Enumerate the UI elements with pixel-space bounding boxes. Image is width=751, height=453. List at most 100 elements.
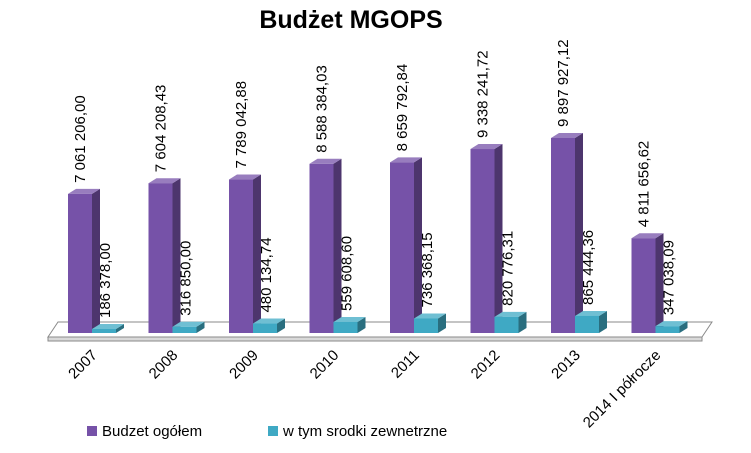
category-label-3: 2010	[307, 347, 343, 383]
value-label-total-5: 9 338 241,72	[475, 50, 492, 138]
bar-total-2013-front	[551, 138, 575, 333]
bar-external-2010-front	[333, 321, 358, 333]
bar-external-2008-top	[172, 321, 205, 327]
floor-plane	[47, 321, 713, 338]
bar-total-2009-side	[253, 174, 261, 333]
bar-external-2009-front	[253, 323, 277, 333]
bar-total-2009	[229, 174, 261, 333]
bar-external-2007-front	[92, 329, 116, 333]
bar-total-2012-top	[470, 144, 503, 150]
legend-swatch-total	[87, 426, 97, 436]
bar-external-2012-top	[494, 311, 527, 317]
value-label-total-3: 8 588 384,03	[314, 65, 331, 153]
bar-total-2010-top	[309, 158, 342, 164]
bar-total-2011-front	[390, 162, 414, 333]
bar-external-2007-side	[116, 324, 124, 333]
value-label-external-3: 559 608,60	[339, 236, 356, 311]
bar-total-2007-top	[68, 188, 100, 194]
category-label-0: 2007	[65, 347, 101, 383]
bar-total-2010-front	[309, 163, 334, 333]
category-label-6: 2013	[548, 347, 584, 383]
bar-total-2009-top	[229, 174, 261, 180]
floor-edge	[47, 336, 703, 342]
category-label-1: 2008	[146, 347, 182, 383]
bar-external-2013-top	[575, 310, 607, 316]
bar-total-2011-top	[390, 157, 422, 163]
bar-external-2008-side	[196, 321, 205, 333]
bar-total-2008-side	[172, 178, 181, 333]
bar-total-2012-front	[470, 149, 495, 333]
bar-external-2009-side	[277, 318, 285, 333]
bar-external-2007-top	[92, 324, 124, 329]
bar-external-2013-front	[575, 315, 599, 333]
value-label-external-5: 820 776,31	[500, 231, 517, 306]
bar-external-2013-side	[599, 310, 607, 333]
value-label-total-7: 4 811 656,62	[636, 141, 653, 227]
bar-external-2010	[333, 316, 366, 333]
chart-title: Budżet MGOPS	[259, 6, 442, 34]
value-label-external-4: 736 368,15	[419, 232, 436, 307]
value-label-total-2: 7 789 042,88	[233, 81, 250, 169]
category-label-7: 2014 I półrocze	[580, 347, 665, 432]
bar-total-2007	[68, 188, 100, 333]
value-label-total-0: 7 061 206,00	[72, 95, 89, 183]
bar-total-2012-side	[494, 144, 503, 333]
legend-label-total: Budzet ogółem	[102, 423, 202, 440]
value-label-total-4: 8 659 792,84	[394, 64, 411, 152]
bar-total-2013-side	[575, 133, 583, 333]
value-labels-layer: 7 061 206,00 186 378,00 7 604 208,43 316 85…	[72, 39, 678, 318]
bar-external-2010-top	[333, 316, 366, 322]
category-label-5: 2012	[468, 347, 504, 383]
bar-external-2013	[575, 310, 607, 333]
bar-total-2011	[390, 157, 422, 333]
legend-swatch-external	[268, 426, 278, 436]
bar-external-2014-I-półrocze-top	[655, 321, 688, 327]
bar-external-2011-top	[414, 313, 446, 319]
category-label-2: 2009	[226, 347, 262, 383]
bar-external-2014-I-półrocze-side	[679, 321, 688, 333]
chart-floor	[47, 321, 713, 342]
bar-external-2012-front	[494, 316, 519, 333]
bar-external-2012-side	[518, 311, 527, 333]
bar-total-2010	[309, 158, 342, 333]
bar-total-2014-I-półrocze	[631, 233, 664, 333]
legend-label-external: w tym srodki zewnetrzne	[282, 423, 447, 440]
bar-total-2010-side	[333, 158, 342, 333]
value-label-external-6: 865 444,36	[580, 230, 597, 305]
bar-total-2008-front	[148, 183, 173, 333]
value-label-external-1: 316 850,00	[178, 241, 195, 316]
bar-external-2009-top	[253, 318, 285, 324]
bar-external-2012	[494, 311, 527, 333]
bar-external-2014-I-półrocze	[655, 321, 688, 333]
bar-external-2011	[414, 313, 446, 333]
bar-total-2011-side	[414, 157, 422, 333]
bar-total-2009-front	[229, 179, 253, 333]
bar-external-2008-front	[172, 326, 197, 333]
legend: Budzet ogółem w tym srodki zewnetrzne	[87, 423, 447, 440]
bar-external-2008	[172, 321, 205, 333]
bar-total-2008-top	[148, 178, 181, 184]
bar-total-2012	[470, 144, 503, 333]
value-label-external-0: 186 378,00	[97, 243, 114, 318]
bar-total-2014-I-półrocze-front	[631, 238, 656, 333]
bar-total-2013	[551, 133, 583, 333]
bar-external-2010-side	[357, 316, 366, 333]
bar-total-2008	[148, 178, 181, 333]
bar-total-2014-I-półrocze-top	[631, 233, 664, 239]
bar-total-2007-side	[92, 188, 100, 333]
bar-external-2011-front	[414, 318, 438, 333]
category-label-4: 2011	[388, 347, 423, 382]
bar-external-2009	[253, 318, 285, 333]
bar-total-2014-I-półrocze-side	[655, 233, 664, 333]
bar-external-2011-side	[438, 313, 446, 333]
bar-external-2007	[92, 324, 124, 333]
value-label-external-7: 347 038,09	[661, 240, 678, 315]
bar-total-2007-front	[68, 193, 92, 333]
bar-external-2014-I-półrocze-front	[655, 326, 680, 333]
bars-layer	[68, 133, 688, 333]
value-label-external-2: 480 134,74	[258, 237, 275, 312]
value-label-total-1: 7 604 208,43	[153, 85, 170, 173]
bar-total-2013-top	[551, 133, 583, 138]
